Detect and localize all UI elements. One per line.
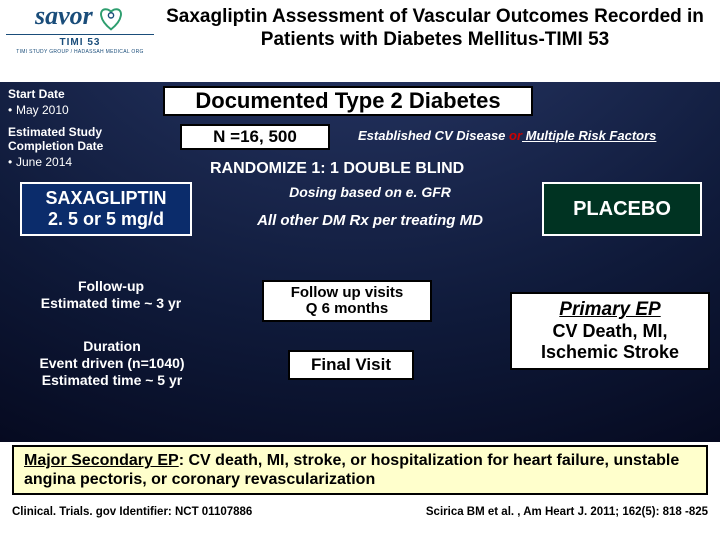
trial-identifier: Clinical. Trials. gov Identifier: NCT 01… xyxy=(12,506,252,518)
arm-saxagliptin: SAXAGLIPTIN 2. 5 or 5 mg/d xyxy=(20,182,192,236)
duration-l1: Duration xyxy=(20,338,204,355)
followup-l1: Follow-up xyxy=(26,278,196,295)
followup-visits-l2: Q 6 months xyxy=(270,301,424,318)
diagnosis-box: Documented Type 2 Diabetes xyxy=(163,86,533,116)
n-box: N =16, 500 xyxy=(180,124,330,150)
start-date-value: May 2010 xyxy=(16,103,69,117)
followup-visits-box: Follow up visits Q 6 months xyxy=(262,280,432,322)
logo-microtext: TIMI STUDY GROUP / HADASSAH MEDICAL ORG xyxy=(6,49,154,55)
start-date-info: Start Date •May 2010 xyxy=(8,86,69,118)
arm-saxagliptin-name: SAXAGLIPTIN xyxy=(22,188,190,209)
established-suffix: Multiple Risk Factors xyxy=(522,128,656,143)
duration-l3: Estimated time ~ 5 yr xyxy=(20,372,204,389)
logo-word: savor xyxy=(35,1,93,30)
primary-ep-l1: CV Death, MI, xyxy=(518,321,702,342)
diagnosis-text: Documented Type 2 Diabetes xyxy=(171,88,525,114)
primary-ep-l2: Ischemic Stroke xyxy=(518,342,702,363)
logo-subtitle: TIMI 53 xyxy=(6,34,154,48)
arm-placebo-label: PLACEBO xyxy=(544,198,700,221)
completion-date-value: June 2014 xyxy=(16,155,72,169)
followup-visits-l1: Follow up visits xyxy=(270,285,424,302)
trial-duration-text: Duration Event driven (n=1040) Estimated… xyxy=(20,338,204,388)
completion-date-info: Estimated Study Completion Date •June 20… xyxy=(8,126,128,170)
secondary-endpoint-box: Major Secondary EP: CV death, MI, stroke… xyxy=(12,445,708,495)
final-visit-box: Final Visit xyxy=(288,350,414,380)
primary-endpoint-box: Primary EP CV Death, MI, Ischemic Stroke xyxy=(510,292,710,370)
established-criteria: Established CV Disease or Multiple Risk … xyxy=(358,128,656,143)
established-or: or xyxy=(509,128,522,143)
other-rx-note: All other DM Rx per treating MD xyxy=(215,212,525,229)
study-design-panel: Start Date •May 2010 Estimated Study Com… xyxy=(0,82,720,442)
primary-ep-head: Primary EP xyxy=(518,299,702,321)
followup-duration-text: Follow-up Estimated time ~ 3 yr xyxy=(26,278,196,312)
completion-date-label: Estimated Study Completion Date xyxy=(8,126,128,154)
page-title: Saxagliptin Assessment of Vascular Outco… xyxy=(160,0,720,52)
arm-placebo: PLACEBO xyxy=(542,182,702,236)
heart-icon xyxy=(97,4,125,32)
final-visit-text: Final Visit xyxy=(296,355,406,375)
secondary-ep-label: Major Secondary EP xyxy=(24,452,179,469)
dosing-note: Dosing based on e. GFR xyxy=(230,184,510,200)
header: savor TIMI 53 TIMI STUDY GROUP / HADASSA… xyxy=(0,0,720,82)
logo: savor TIMI 53 TIMI STUDY GROUP / HADASSA… xyxy=(0,0,160,59)
randomize-label: RANDOMIZE 1: 1 DOUBLE BLIND xyxy=(210,160,464,178)
citation: Scirica BM et al. , Am Heart J. 2011; 16… xyxy=(426,506,708,518)
arm-saxagliptin-dose: 2. 5 or 5 mg/d xyxy=(22,209,190,230)
start-date-label: Start Date xyxy=(8,86,69,102)
established-prefix: Established CV Disease xyxy=(358,128,509,143)
followup-l2: Estimated time ~ 3 yr xyxy=(26,295,196,312)
duration-l2: Event driven (n=1040) xyxy=(20,355,204,372)
n-value: N =16, 500 xyxy=(188,127,322,147)
